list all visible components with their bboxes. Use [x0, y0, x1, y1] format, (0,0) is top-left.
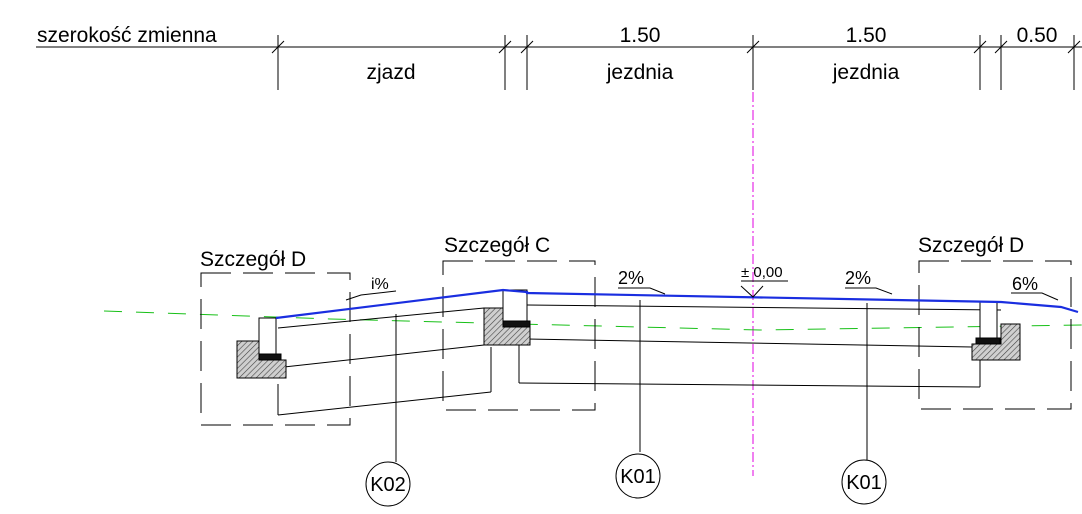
detail-title-d-left: Szczegół D — [200, 248, 306, 271]
detail-title-d-right: Szczegół D — [918, 234, 1024, 257]
curb-center — [502, 289, 528, 323]
segment-value-3: 0.50 — [1017, 24, 1058, 47]
segment-value-1: 1.50 — [620, 24, 661, 47]
segment-value-2: 1.50 — [846, 24, 887, 47]
detail-title-c: Szczegół C — [444, 234, 550, 257]
slope-arrow-left — [345, 290, 397, 301]
segment-label-zjazd: zjazd — [366, 61, 415, 84]
dimension-tick — [1067, 40, 1081, 54]
elevation-label: ± 0,00 — [741, 264, 783, 281]
dimension-left-label: szerokość zmienna — [37, 24, 217, 47]
detail-frame-d-right — [918, 260, 1072, 410]
surface-line — [275, 288, 1079, 320]
slope-arrow-center-left — [618, 287, 666, 295]
marker-circle-center — [615, 453, 661, 499]
dimension-chain — [36, 35, 1082, 90]
marker-label-center: K01 — [620, 466, 656, 488]
curb-center-bedding — [502, 320, 531, 328]
marker-label-right: K01 — [846, 472, 882, 494]
detail-frame-d-left — [200, 272, 351, 426]
dimension-tick — [520, 40, 534, 54]
slope-label-center-left: 2% — [618, 268, 644, 288]
curb-right — [979, 301, 998, 341]
dimension-tick — [994, 40, 1008, 54]
curb-left-foundation — [236, 340, 287, 379]
curb-left — [258, 317, 277, 359]
slope-arrow-center-right — [845, 287, 893, 295]
marker-circle-left — [365, 461, 411, 507]
marker-circle-right — [841, 459, 887, 505]
curb-left-bedding — [258, 353, 282, 361]
dimension-tick — [271, 40, 285, 54]
dimension-tick — [973, 40, 987, 54]
slope-arrow-right — [1011, 292, 1059, 301]
pavement-layers — [277, 304, 1002, 416]
segment-label-jezdnia-2: jezdnia — [832, 61, 900, 84]
segment-label-jezdnia-1: jezdnia — [606, 61, 674, 84]
curb-right-foundation — [971, 323, 1021, 361]
ground-line — [103, 310, 1082, 331]
elevation-triangle — [740, 285, 764, 298]
slope-label-right: 6% — [1012, 274, 1038, 294]
slope-label-left: i% — [371, 276, 389, 293]
slope-label-center-right: 2% — [845, 268, 871, 288]
dimension-tick — [746, 40, 760, 54]
curb-right-bedding — [975, 337, 1001, 345]
marker-label-left: K02 — [370, 474, 406, 496]
curb-center-foundation — [483, 307, 531, 346]
dimension-tick — [498, 40, 512, 54]
detail-frame-c — [442, 260, 596, 411]
